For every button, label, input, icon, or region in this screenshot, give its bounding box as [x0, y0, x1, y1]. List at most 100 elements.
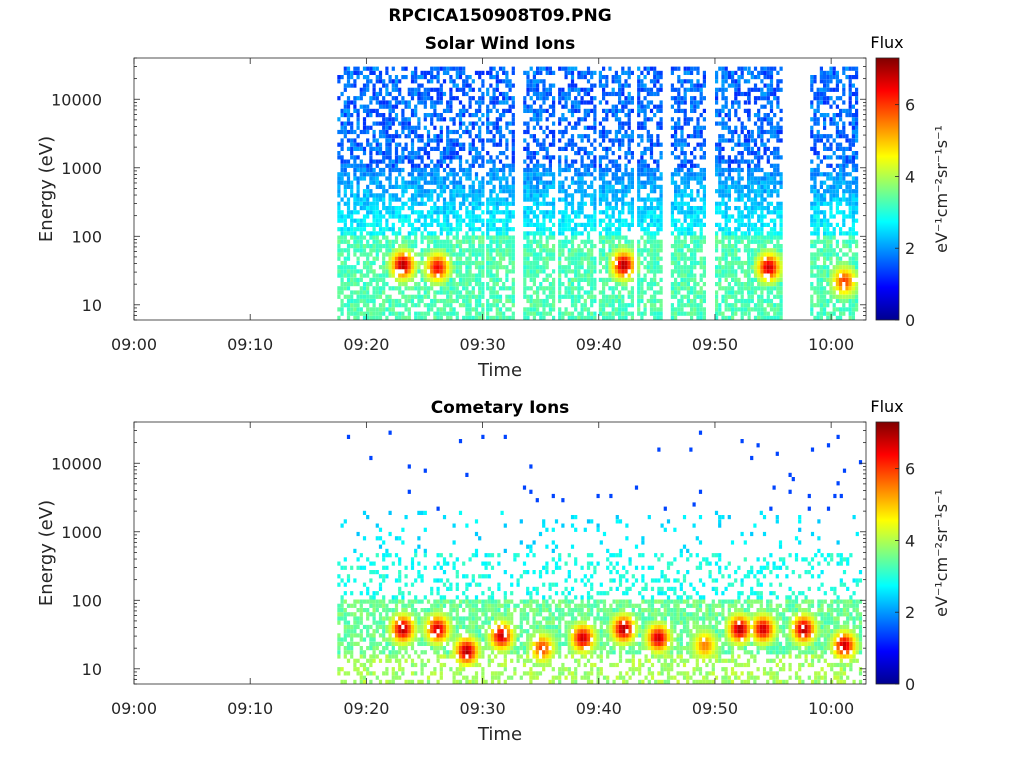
flux-pixel [656, 260, 660, 266]
flux-pixel [630, 244, 634, 249]
flux-pixel [511, 311, 515, 316]
flux-pixel [511, 315, 515, 320]
flux-pixel [760, 91, 764, 97]
flux-pixel [627, 294, 631, 299]
flux-pixel [478, 311, 482, 316]
flux-pixel [398, 121, 402, 126]
flux-pixel [734, 180, 738, 185]
flux-pixel [414, 265, 418, 270]
flux-pixel [523, 70, 527, 75]
flux-pixel [593, 222, 597, 227]
flux-pixel [369, 113, 373, 118]
flux-pixel [391, 273, 395, 278]
flux-pixel [608, 66, 612, 71]
flux-pixel [586, 269, 591, 274]
flux-pixel [686, 298, 690, 304]
flux-pixel [548, 256, 552, 261]
flux-pixel [643, 146, 647, 151]
flux-pixel [558, 163, 562, 168]
flux-pixel [715, 70, 719, 75]
flux-pixel [769, 286, 774, 291]
flux-pixel [611, 269, 615, 274]
flux-pixel [702, 70, 706, 75]
flux-pixel [611, 315, 615, 320]
flux-pixel [353, 218, 357, 223]
flux-pixel [608, 252, 612, 257]
flux-pixel [611, 138, 615, 143]
flux-pixel [766, 303, 770, 308]
flux-pixel [468, 214, 472, 219]
flux-pixel [343, 248, 347, 253]
flux-pixel [362, 163, 367, 168]
flux-pixel [449, 231, 453, 236]
flux-pixel [394, 260, 399, 266]
flux-pixel [690, 286, 694, 291]
flux-pixel [455, 151, 459, 156]
flux-pixel [492, 87, 496, 92]
flux-pixel [442, 146, 447, 151]
flux-pixel [442, 244, 447, 249]
flux-pixel [769, 282, 774, 287]
flux-pixel [426, 193, 431, 198]
flux-pixel [346, 227, 351, 232]
flux-pixel [446, 70, 450, 75]
flux-pixel [605, 108, 609, 113]
flux-pixel [567, 167, 571, 173]
flux-pixel [508, 189, 512, 194]
flux-pixel [611, 244, 615, 249]
flux-pixel [337, 269, 341, 274]
flux-pixel [766, 70, 770, 75]
flux-pixel [630, 210, 634, 215]
flux-pixel [353, 138, 357, 143]
flux-pixel [683, 239, 687, 244]
flux-pixel [580, 189, 584, 194]
flux-pixel [375, 146, 379, 151]
flux-pixel [760, 167, 764, 173]
flux-pixel [433, 189, 437, 194]
flux-pixel [659, 75, 663, 80]
flux-pixel [677, 290, 681, 295]
flux-pixel [442, 151, 447, 156]
flux-pixel [478, 277, 482, 282]
flux-pixel [659, 125, 663, 130]
flux-pixel [659, 201, 663, 206]
flux-pixel [359, 227, 363, 232]
flux-pixel [433, 172, 437, 177]
flux-pixel [486, 180, 490, 185]
flux-pixel [458, 121, 463, 126]
flux-pixel [423, 227, 427, 232]
flux-pixel [340, 218, 344, 223]
flux-pixel [458, 70, 463, 75]
flux-pixel [449, 96, 453, 101]
flux-pixel [404, 100, 408, 105]
flux-pixel [680, 163, 684, 168]
flux-pixel [542, 155, 546, 160]
flux-pixel [649, 197, 654, 202]
flux-pixel [410, 222, 415, 227]
flux-pixel [462, 83, 466, 88]
flux-pixel [492, 125, 496, 130]
flux-pixel [656, 218, 660, 223]
flux-pixel [465, 235, 469, 240]
flux-pixel [686, 210, 690, 215]
flux-pixel [763, 206, 767, 211]
flux-pixel [649, 155, 654, 160]
flux-pixel [677, 189, 681, 194]
flux-pixel [498, 184, 503, 189]
flux-pixel [498, 125, 503, 130]
flux-pixel [614, 218, 618, 223]
flux-pixel [343, 172, 347, 177]
flux-pixel [570, 218, 575, 223]
flux-pixel [417, 117, 421, 122]
flux-pixel [621, 108, 625, 113]
flux-pixel [640, 214, 644, 219]
flux-pixel [683, 159, 687, 164]
flux-pixel [430, 239, 434, 244]
flux-pixel [436, 206, 440, 211]
flux-pixel [743, 235, 747, 240]
flux-pixel [337, 129, 341, 135]
flux-pixel [508, 172, 512, 177]
flux-pixel [621, 269, 625, 274]
flux-pixel [362, 167, 367, 173]
flux-pixel [449, 167, 453, 173]
